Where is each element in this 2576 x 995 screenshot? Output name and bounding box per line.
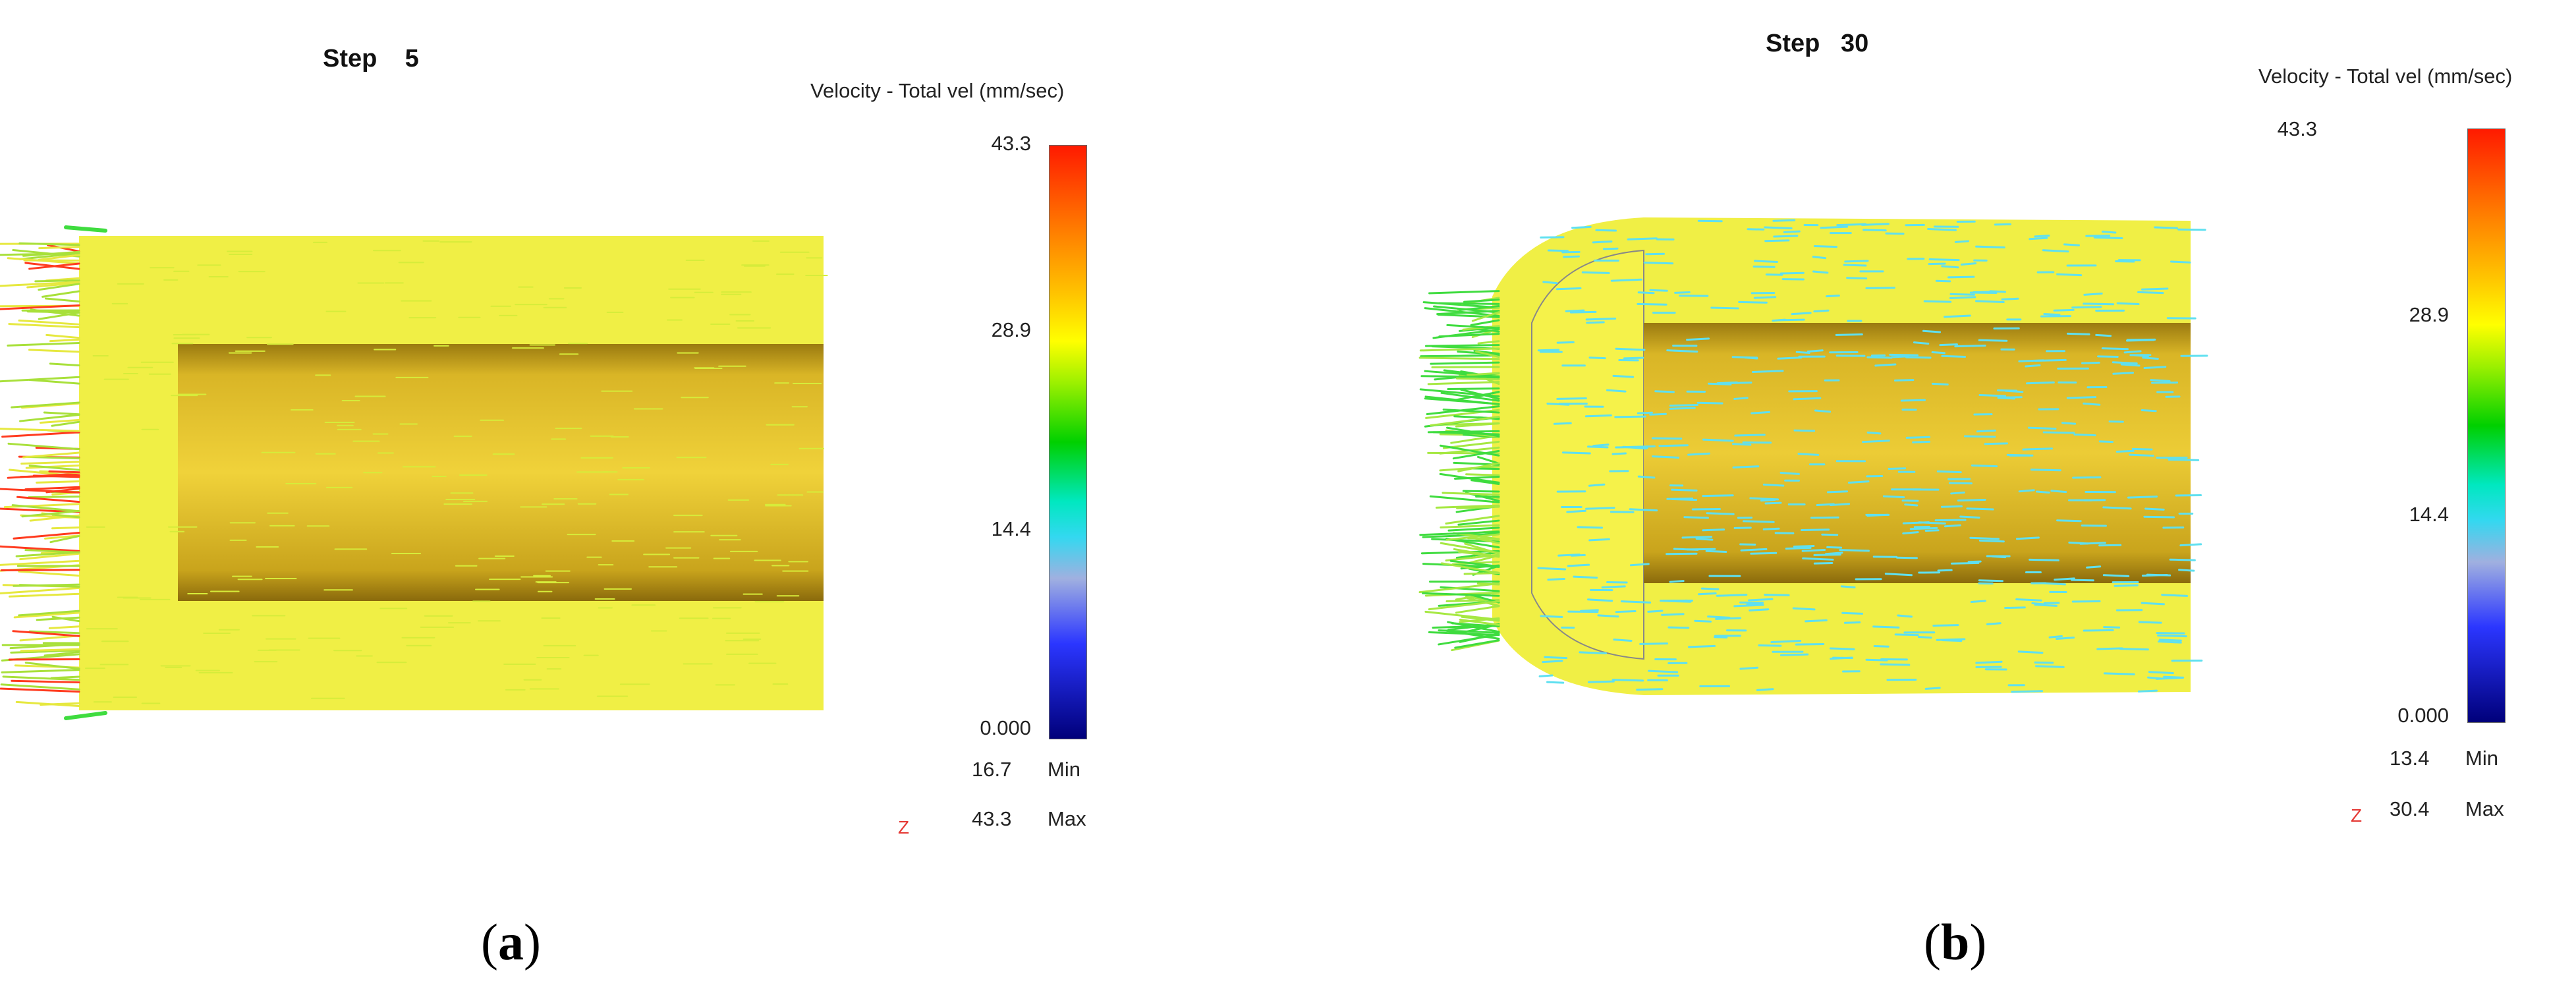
step-title: Step 5 (323, 45, 419, 72)
legend-title: Velocity - Total vel (mm/sec) (2258, 65, 2513, 88)
scale-label-14-4: 14.4 (991, 517, 1031, 540)
min-label: Min (2465, 747, 2498, 770)
min-value: 13.4 (2390, 747, 2430, 770)
max-label: Max (1048, 807, 1086, 830)
max-value: 43.3 (972, 807, 1012, 830)
scale-label-28-9: 28.9 (991, 318, 1031, 341)
panel-caption: (b) (1924, 913, 1987, 971)
scale-label-28-9: 28.9 (2409, 303, 2449, 326)
step-title: Step 30 (1766, 30, 1869, 57)
panel-a: Step 5 Velocity - Total vel (mm/sec) 43.… (0, 45, 1087, 971)
inner-cavity (178, 344, 824, 601)
legend-title: Velocity - Total vel (mm/sec) (810, 79, 1065, 102)
scale-min-label: 0.000 (980, 716, 1031, 739)
vector-arrows (1418, 219, 2208, 693)
scale-label-14-4: 14.4 (2409, 503, 2449, 526)
panel-b: Step 30 Velocity - Total vel (mm/sec) 43… (1288, 0, 2576, 995)
max-value: 30.4 (2390, 797, 2430, 820)
color-scale-bar (2467, 128, 2506, 723)
min-value: 16.7 (972, 758, 1012, 781)
z-axis-label: Z (2351, 805, 2363, 826)
velocity-field-plot (0, 225, 828, 720)
z-axis-label: Z (898, 817, 910, 838)
velocity-field-plot (1418, 217, 2208, 695)
panel-caption: (a) (481, 913, 541, 971)
vector-arrows (0, 225, 828, 720)
inner-cavity (1644, 323, 2191, 583)
max-label: Max (2465, 797, 2504, 820)
scale-min-label: 0.000 (2397, 704, 2449, 727)
min-label: Min (1048, 758, 1080, 781)
scale-max-label: 43.3 (2277, 117, 2317, 140)
scale-max-label: 43.3 (991, 132, 1031, 155)
color-scale-bar (1049, 145, 1087, 739)
